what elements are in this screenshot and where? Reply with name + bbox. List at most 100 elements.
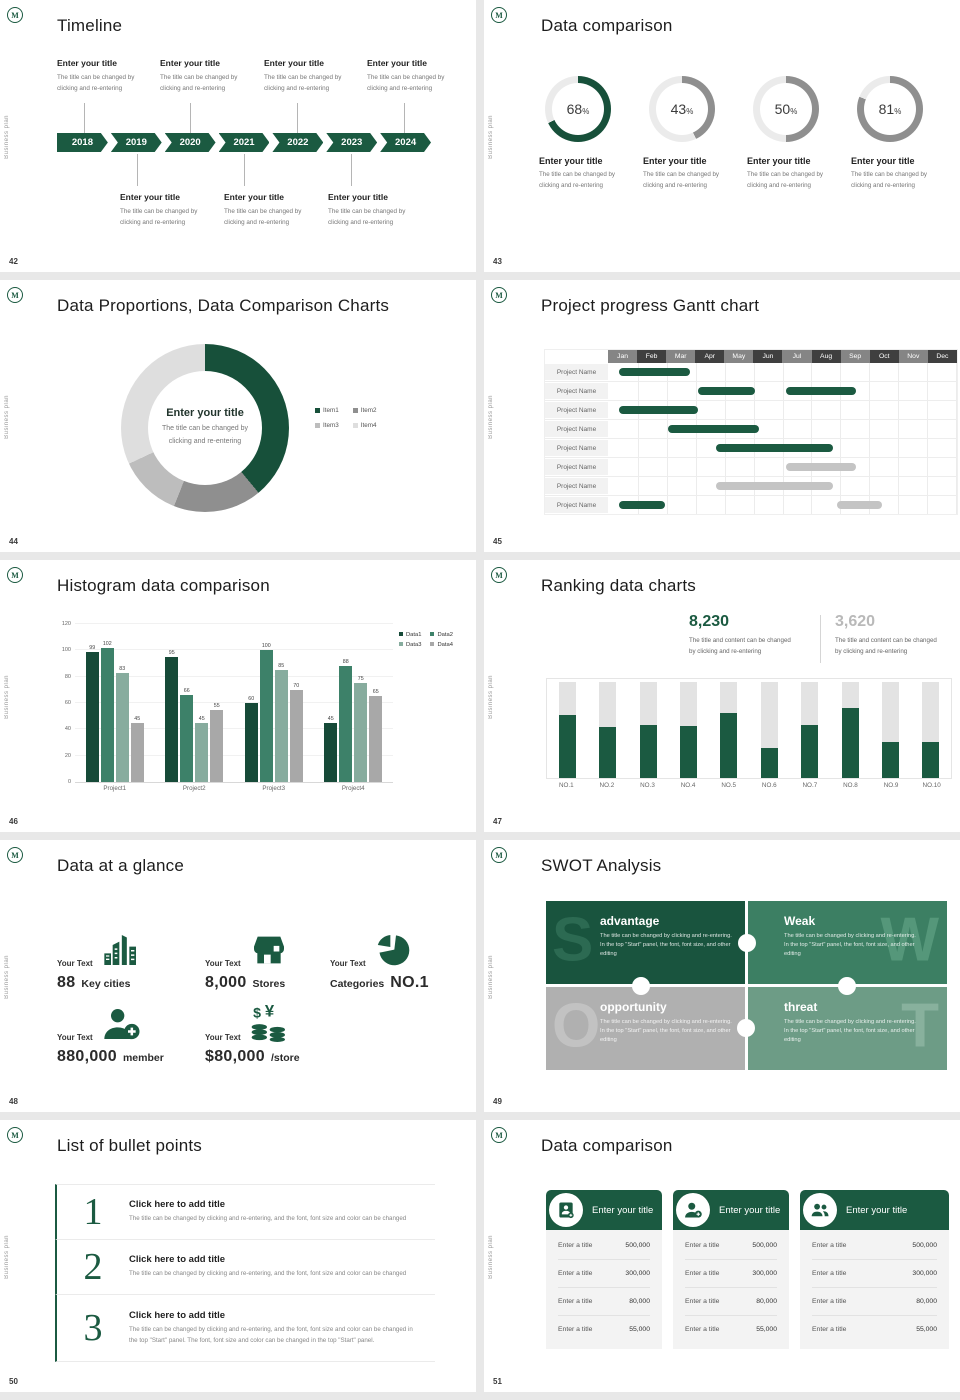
- stat-label: Your Text: [57, 1033, 93, 1042]
- legend-item: Data4: [430, 642, 453, 648]
- brand-logo-icon: M: [7, 567, 23, 583]
- category-label: NO.5: [721, 782, 737, 789]
- gantt-row: Project Name: [545, 363, 958, 382]
- row-label: Enter a title: [685, 1298, 720, 1305]
- card-row: Enter a title 55,000: [558, 1316, 650, 1343]
- page-number: 48: [9, 1097, 18, 1106]
- stat-unit: /store: [270, 1052, 300, 1064]
- stat-desc: The title and content can be changed by c…: [835, 637, 937, 656]
- card-row: Enter a title 300,000: [685, 1260, 777, 1288]
- card-title: Enter your title: [719, 1204, 781, 1216]
- gantt-month: Jan: [608, 350, 638, 363]
- slide-data-cards[interactable]: M Business plan Data comparison Enter yo…: [484, 1120, 960, 1392]
- bar-value-label: 55: [213, 702, 220, 709]
- timeline-entry: Enter your title The title can be change…: [57, 58, 135, 93]
- card-row: Enter a title 55,000: [812, 1316, 937, 1343]
- gantt-bar: [786, 387, 856, 395]
- slide-histogram[interactable]: M Business plan Histogram data compariso…: [0, 560, 476, 832]
- row-label: Enter a title: [812, 1270, 847, 1277]
- puzzle-notch: [738, 934, 756, 952]
- puzzle-notch: [838, 977, 856, 995]
- swot-quad-body: The title can be changed by clicking and…: [784, 1019, 916, 1044]
- ring-gauge: 68%: [545, 76, 611, 142]
- bar-value-label: 85: [278, 663, 285, 670]
- row-label: Enter a title: [685, 1270, 720, 1277]
- puzzle-notch: [737, 1019, 755, 1037]
- ring-title: Enter your title: [747, 156, 811, 166]
- stat-unit: member: [122, 1052, 164, 1064]
- stat-value: $80,000: [205, 1048, 265, 1065]
- bullet-desc: The title can be changed by clicking and…: [129, 1270, 407, 1278]
- ring-title: Enter your title: [643, 156, 707, 166]
- bar: [354, 683, 368, 782]
- slide-timeline[interactable]: M Business plan Timeline Enter your titl…: [0, 0, 476, 272]
- bar: [100, 647, 114, 782]
- category-label: NO.1: [558, 782, 574, 789]
- timeline-year: 2024: [380, 133, 431, 152]
- row-label: Enter a title: [558, 1242, 593, 1249]
- stat-label: Your Text: [205, 1033, 241, 1042]
- histogram-legend: Data1 Data2 Data3 Data4: [399, 632, 453, 648]
- ring-desc: The title can be changed by clicking and …: [747, 171, 824, 190]
- side-label: Business plan: [488, 1235, 494, 1279]
- bar-value-label: 95: [168, 649, 175, 656]
- page-title: Data at a glance: [57, 856, 185, 875]
- bar: [195, 722, 209, 782]
- timeline-year: 2022: [272, 133, 323, 152]
- bullet-row: 3 Click here to add title The title can …: [55, 1295, 435, 1362]
- slide-ranking[interactable]: M Business plan Ranking data charts 8,23…: [484, 560, 960, 832]
- ranking-bar: [830, 682, 870, 778]
- brand-logo-icon: M: [7, 287, 23, 303]
- bar: [244, 703, 258, 782]
- page-number: 49: [493, 1097, 502, 1106]
- bar-value-label: 45: [327, 715, 334, 722]
- slide-ring-comparison[interactable]: M Business plan Data comparison 68% Ente…: [484, 0, 960, 272]
- ring-row: 68% Enter your title The title can be ch…: [539, 76, 947, 191]
- page-number: 47: [493, 817, 502, 826]
- brand-logo-icon: M: [7, 7, 23, 23]
- slide-proportions[interactable]: M Business plan Data Proportions, Data C…: [0, 280, 476, 552]
- bullet-desc: The title can be changed by clicking and…: [129, 1215, 407, 1223]
- category-label: NO.6: [761, 782, 777, 789]
- page-number: 44: [9, 537, 18, 546]
- slide-swot[interactable]: M Business plan SWOT Analysis S advantag…: [484, 840, 960, 1112]
- swot-quad-weakness: W Weak The title can be changed by clicki…: [748, 901, 947, 984]
- gantt-bar: [618, 406, 699, 414]
- gantt-month: May: [724, 350, 754, 363]
- brand-logo-icon: M: [491, 847, 507, 863]
- slide-bullet-list[interactable]: M Business plan List of bullet points 1 …: [0, 1120, 476, 1392]
- ring-item: 43% Enter your title The title can be ch…: [643, 76, 739, 191]
- gantt-month: Apr: [695, 350, 725, 363]
- gantt-month: Aug: [811, 350, 841, 363]
- page-number: 45: [493, 537, 502, 546]
- category-label: NO.3: [640, 782, 655, 789]
- gantt-row: Project Name: [545, 458, 958, 477]
- id-card-icon: [549, 1193, 583, 1227]
- category-label: Project2: [182, 785, 206, 792]
- timeline-entry: Enter your title The title can be change…: [328, 192, 406, 227]
- page-title: Ranking data charts: [541, 576, 696, 595]
- stat-item: Your Text 88 Key cities: [57, 924, 141, 992]
- slide-gantt[interactable]: M Business plan Project progress Gantt c…: [484, 280, 960, 552]
- page-number: 51: [493, 1377, 502, 1386]
- swot-quad-threat: T threat The title can be changed by clic…: [748, 987, 947, 1070]
- gantt-bar: [715, 482, 833, 490]
- row-label: Enter a title: [812, 1298, 847, 1305]
- category-label: NO.10: [922, 782, 941, 789]
- gantt-row-label: Project Name: [545, 440, 610, 456]
- card-title: Enter your title: [592, 1204, 654, 1216]
- row-value: 55,000: [629, 1326, 650, 1333]
- ring-desc: The title can be changed by clicking and …: [539, 171, 616, 190]
- swot-grid: S advantage The title can be changed by c…: [546, 901, 947, 1070]
- card-row: Enter a title 80,000: [685, 1288, 777, 1316]
- legend-item: Data1: [399, 632, 421, 638]
- svg-text:$: $: [253, 1005, 261, 1021]
- slide-data-glance[interactable]: M Business plan Data at a glance Your Te…: [0, 840, 476, 1112]
- card-row: Enter a title 500,000: [812, 1232, 937, 1260]
- city-buildings-icon: [101, 930, 141, 970]
- gantt-row-label: Project Name: [545, 421, 610, 437]
- row-value: 300,000: [912, 1270, 937, 1277]
- bar: [339, 666, 353, 782]
- swot-quad-body: The title can be changed by clicking and…: [600, 1019, 732, 1044]
